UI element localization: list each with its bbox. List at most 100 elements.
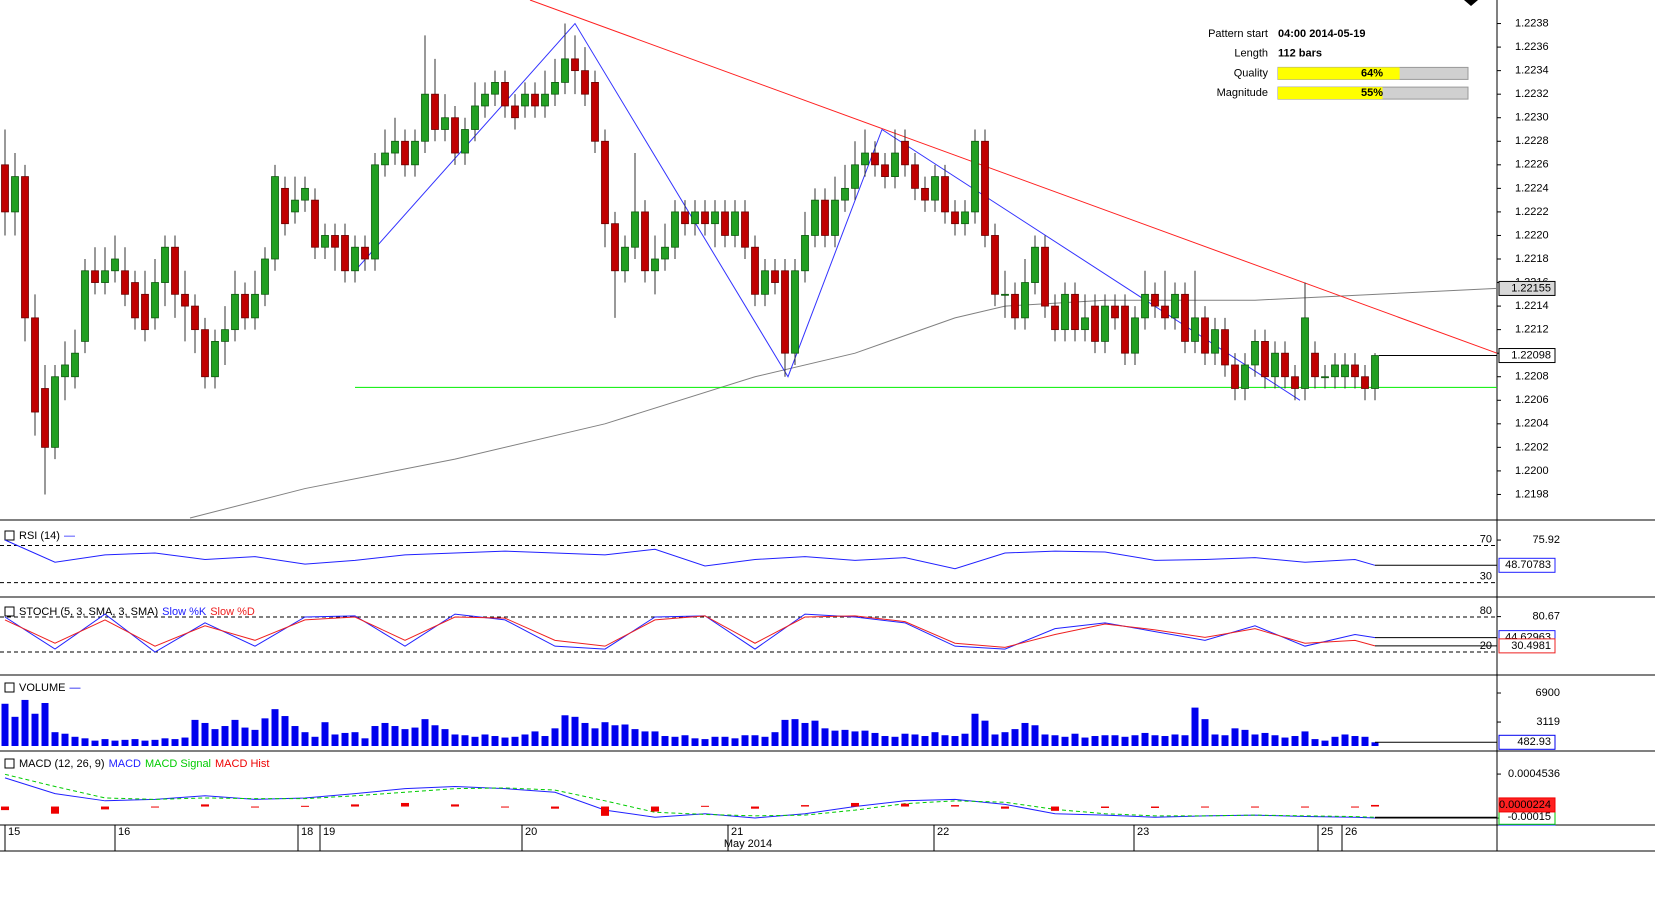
candle-body bbox=[771, 270, 779, 283]
y-tick-label: 1.2238 bbox=[1515, 17, 1549, 29]
volume-bar bbox=[251, 729, 259, 746]
volume-bar bbox=[781, 719, 789, 746]
candle-body bbox=[101, 270, 109, 283]
volume-bar bbox=[1311, 739, 1319, 746]
legend-entry: MACD bbox=[109, 758, 141, 770]
candle-body bbox=[531, 93, 539, 107]
candle-body bbox=[21, 176, 29, 319]
candle-body bbox=[1061, 293, 1069, 331]
volume-bar bbox=[21, 699, 29, 746]
volume-bar bbox=[61, 733, 69, 746]
panel-title-text: VOLUME bbox=[19, 682, 65, 694]
candle-body bbox=[1181, 293, 1189, 342]
panel-title: VOLUME — bbox=[19, 682, 80, 694]
candle-body bbox=[211, 341, 219, 378]
candle-body bbox=[1021, 282, 1029, 319]
candle-body bbox=[321, 235, 329, 248]
candle-body bbox=[851, 164, 859, 189]
panel-icon bbox=[4, 606, 15, 617]
candle-body bbox=[711, 211, 719, 225]
candle-body bbox=[841, 187, 849, 201]
candle-body bbox=[1241, 364, 1249, 389]
histogram-bar bbox=[151, 806, 159, 808]
volume-bar bbox=[1231, 728, 1239, 746]
x-tick-label: 25 bbox=[1321, 826, 1333, 838]
volume-bar bbox=[1001, 732, 1009, 746]
candle-body bbox=[301, 187, 309, 201]
y-tick-label: 1.2232 bbox=[1515, 88, 1549, 100]
legend-entry: Slow %D bbox=[210, 606, 255, 618]
candle-body bbox=[591, 82, 599, 142]
level-label: 70 bbox=[1480, 533, 1492, 545]
candle-body bbox=[71, 352, 79, 378]
volume-bar bbox=[751, 735, 759, 746]
candle-body bbox=[131, 282, 139, 319]
candle-body bbox=[111, 258, 119, 272]
histogram-bar bbox=[201, 804, 209, 807]
panel-title-text: STOCH (5, 3, SMA, 3, SMA) bbox=[19, 606, 158, 618]
volume-bar bbox=[1301, 731, 1309, 746]
volume-bar bbox=[691, 738, 699, 746]
volume-bar bbox=[331, 734, 339, 746]
volume-bar bbox=[111, 740, 119, 746]
candle-body bbox=[1141, 293, 1149, 319]
volume-bar bbox=[1331, 736, 1339, 746]
volume-bar bbox=[731, 738, 739, 746]
histogram-bar bbox=[351, 804, 359, 807]
y-tick-label: 1.2214 bbox=[1515, 300, 1549, 312]
resistance-line bbox=[529, 0, 1498, 354]
y-tick-label: 1.2234 bbox=[1515, 65, 1549, 77]
info-label: Magnitude bbox=[1217, 87, 1268, 99]
candle-body bbox=[1251, 341, 1259, 366]
candle-body bbox=[1321, 376, 1329, 379]
legend-entry: Slow %K bbox=[162, 606, 207, 618]
meter-fill bbox=[1278, 87, 1383, 100]
candle-body bbox=[601, 140, 609, 225]
volume-bar bbox=[171, 739, 179, 746]
candle-body bbox=[941, 176, 949, 213]
meter-label: 64% bbox=[1361, 67, 1383, 79]
volume-bar bbox=[1021, 722, 1029, 746]
candle-body bbox=[341, 235, 349, 272]
histogram-bar bbox=[501, 806, 509, 808]
candle-body bbox=[461, 129, 469, 154]
candle-body bbox=[721, 211, 729, 236]
volume-bar bbox=[91, 740, 99, 746]
candle-body bbox=[731, 211, 739, 236]
volume-bar bbox=[501, 737, 509, 746]
volume-bar bbox=[541, 736, 549, 746]
volume-bar bbox=[571, 716, 579, 746]
candle-body bbox=[631, 211, 639, 248]
volume-bar bbox=[611, 725, 619, 746]
candle-body bbox=[471, 105, 479, 130]
volume-bar bbox=[51, 732, 59, 746]
volume-bar bbox=[361, 738, 369, 746]
candle-body bbox=[1311, 352, 1319, 378]
candle-body bbox=[741, 211, 749, 248]
volume-bar bbox=[1261, 732, 1269, 746]
y-tick-label: 0.0004536 bbox=[1508, 768, 1560, 780]
volume-bar bbox=[311, 736, 319, 746]
volume-bar bbox=[701, 739, 709, 746]
volume-bar bbox=[561, 715, 569, 746]
volume-bar bbox=[131, 739, 139, 746]
x-axis-title: May 2014 bbox=[724, 838, 772, 850]
volume-bar bbox=[161, 738, 169, 746]
volume-bar bbox=[1091, 736, 1099, 746]
histogram-bar bbox=[1001, 806, 1009, 809]
volume-bar bbox=[121, 739, 129, 746]
candle-body bbox=[581, 70, 589, 95]
volume-bar bbox=[841, 729, 849, 746]
volume-bar bbox=[1281, 737, 1289, 746]
volume-bar bbox=[1351, 736, 1359, 746]
candle-body bbox=[891, 152, 899, 177]
panel-icon bbox=[4, 758, 15, 769]
candle-body bbox=[661, 246, 669, 260]
indicator-line bbox=[4, 615, 1376, 648]
histogram-bar bbox=[801, 805, 809, 807]
volume-bar bbox=[961, 733, 969, 746]
indicator-line bbox=[4, 777, 1376, 819]
volume-bar bbox=[771, 732, 779, 746]
histogram-bar bbox=[1201, 806, 1209, 808]
